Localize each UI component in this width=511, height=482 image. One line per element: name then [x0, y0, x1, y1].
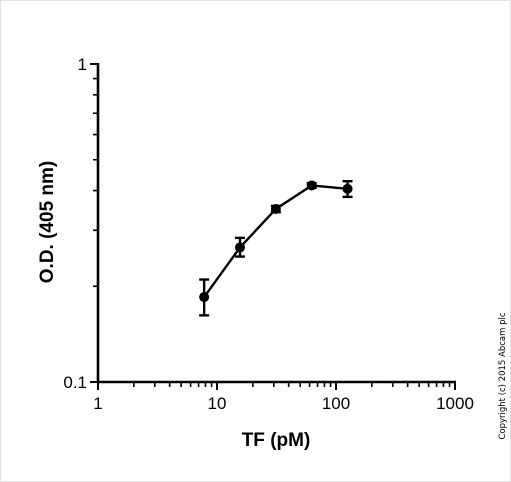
y-axis-title: O.D. (405 nm) — [37, 161, 58, 283]
x-tick-label: 1000 — [436, 394, 474, 413]
data-point — [270, 203, 281, 214]
x-tick-label: 1 — [93, 394, 102, 413]
x-tick-label: 100 — [322, 394, 350, 413]
major-ticks — [90, 63, 456, 390]
y-tick-label: 0.1 — [63, 373, 87, 392]
data-point — [342, 183, 353, 194]
data-series — [199, 180, 353, 317]
data-point — [306, 180, 317, 191]
data-point — [199, 292, 210, 303]
series-line — [203, 184, 348, 298]
data-point — [234, 242, 245, 253]
x-axis-title: TF (pM) — [242, 430, 311, 451]
minor-ticks — [93, 77, 451, 387]
tick-labels: 1 10 100 1000 0.1 1 — [63, 55, 474, 413]
copyright-notice: Copyright (c) 2015 Abcam plc — [498, 312, 508, 439]
x-tick-label: 10 — [208, 394, 227, 413]
y-tick-label: 1 — [78, 55, 87, 74]
